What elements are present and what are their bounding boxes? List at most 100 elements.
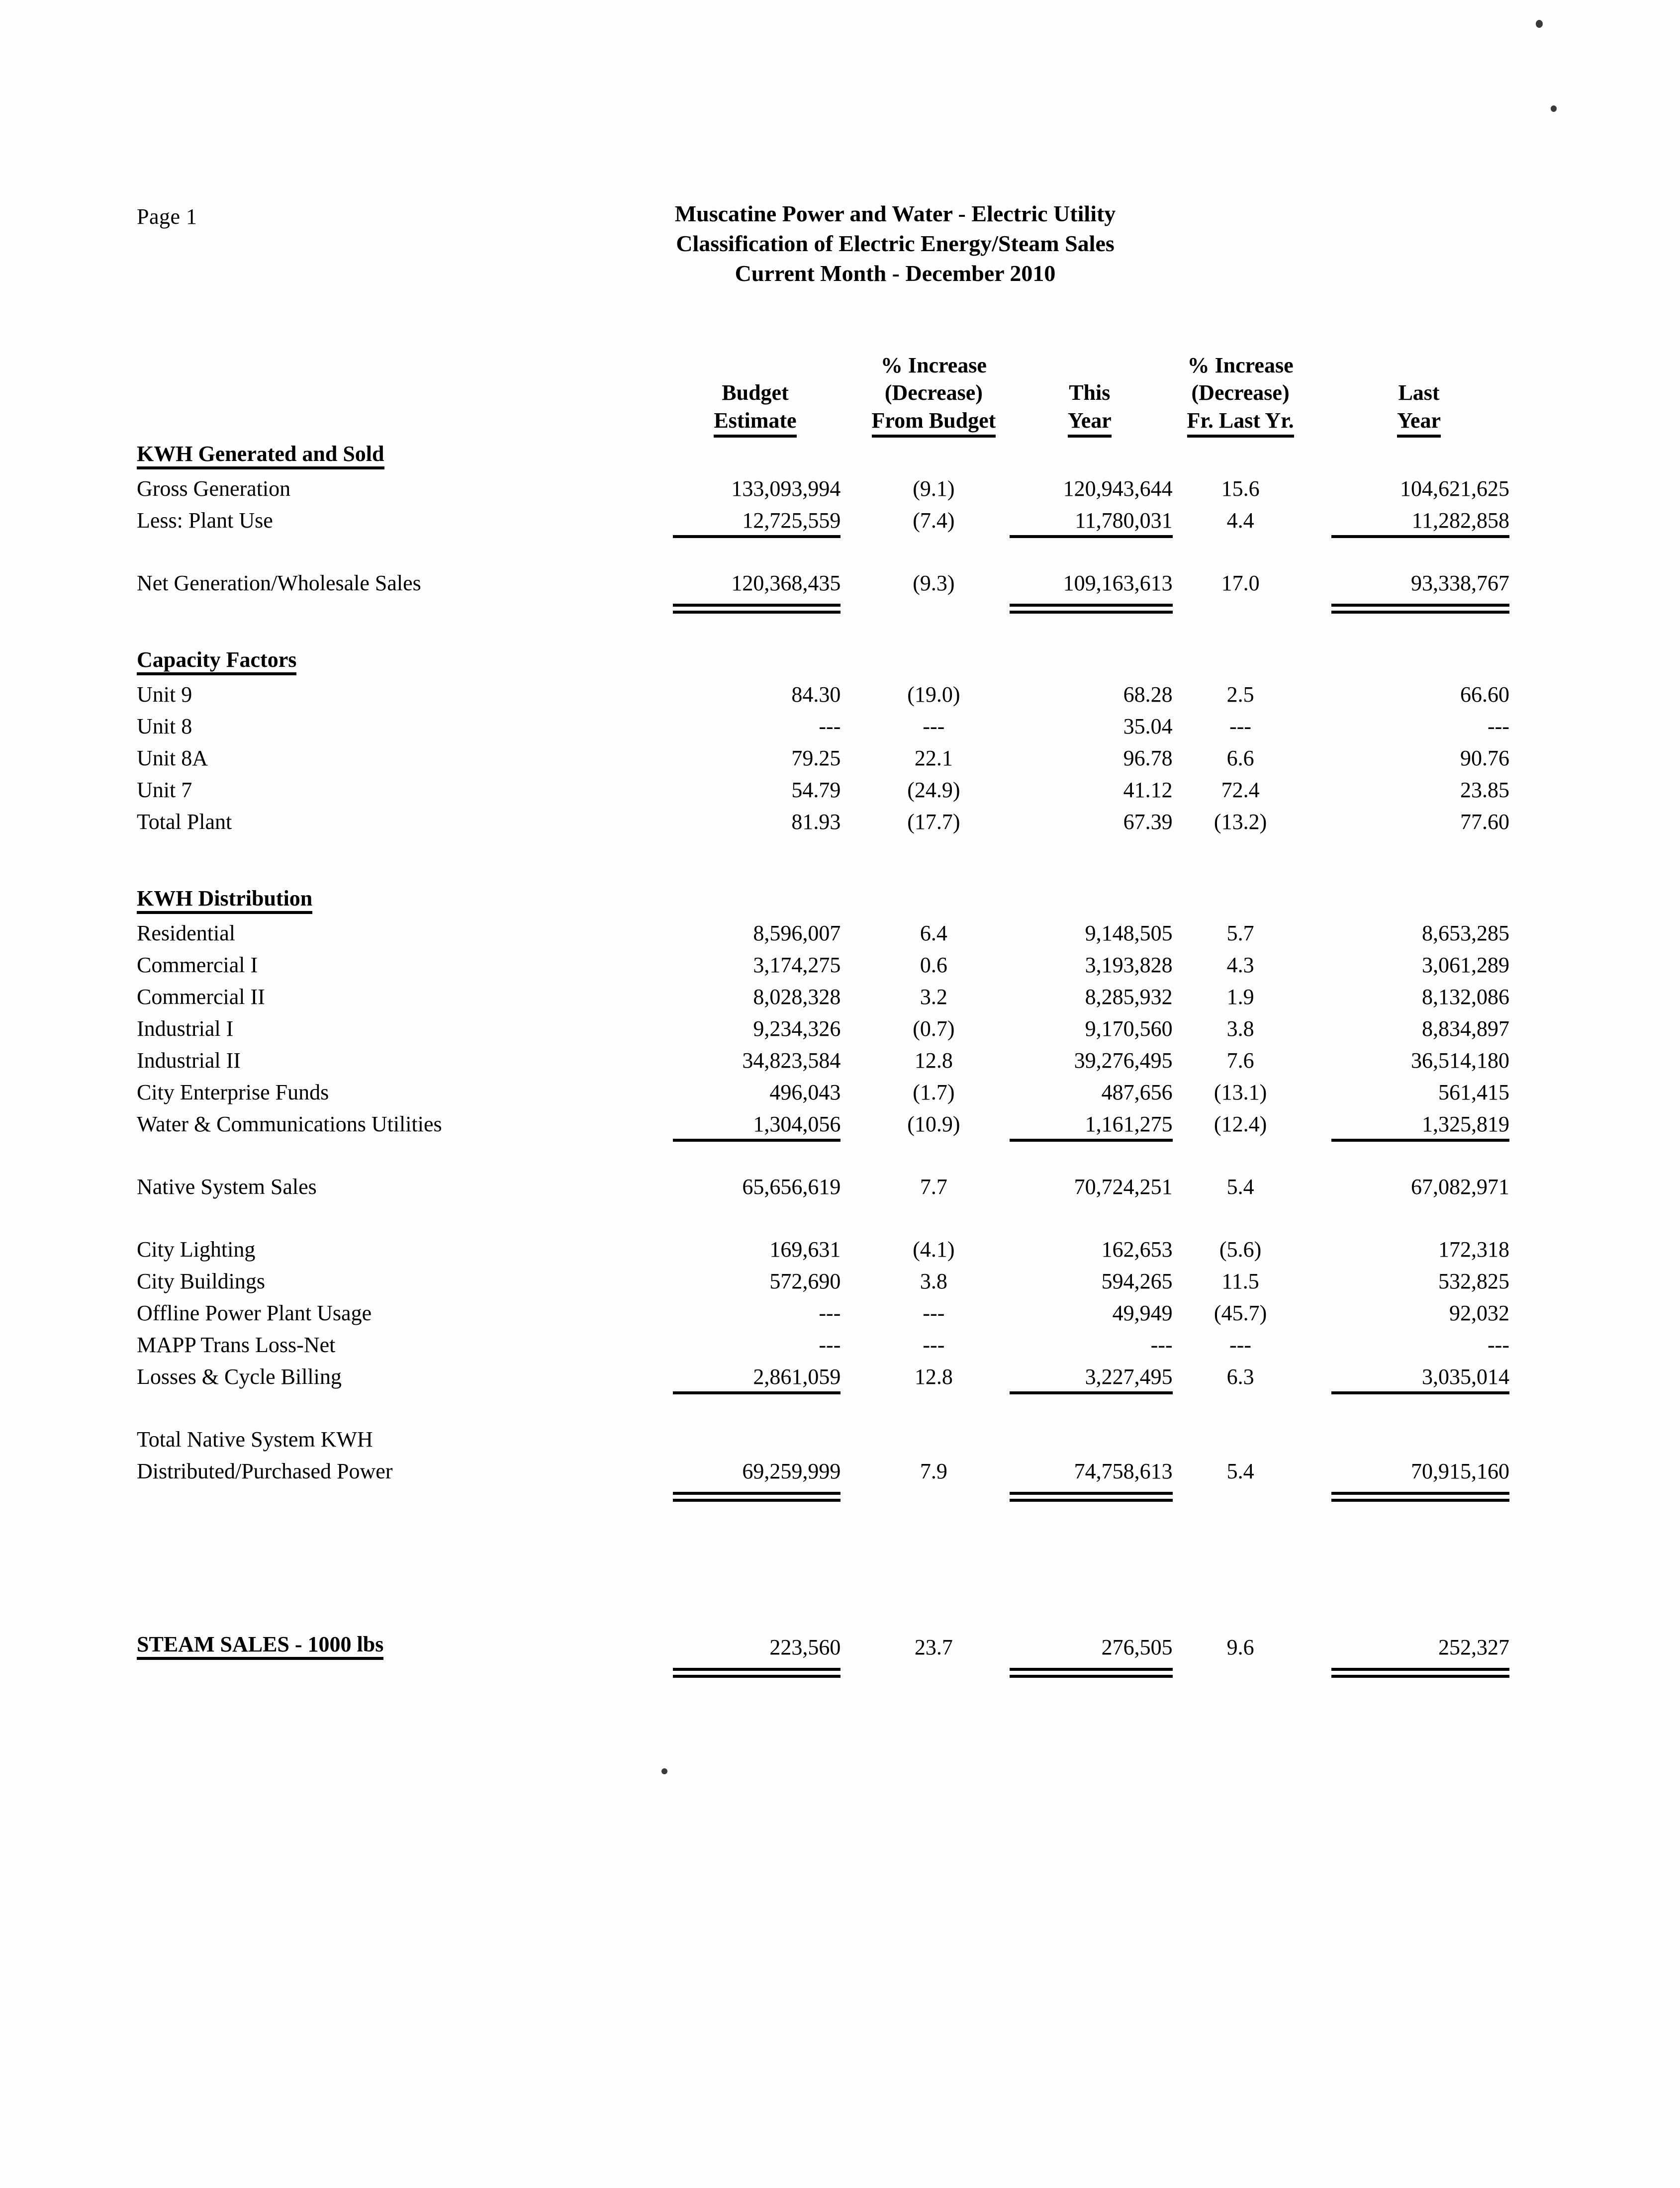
cell-last-year: 66.60: [1460, 682, 1509, 707]
row-label: Water & Communications Utilities: [137, 1112, 442, 1136]
cell-pct-last: (13.1): [1213, 1080, 1267, 1104]
row-label: Unit 8: [137, 714, 192, 738]
cell-pct-last: 17.0: [1221, 571, 1260, 595]
cell-pct-budget: (10.9): [907, 1112, 960, 1136]
header-pct-last-line2: (Decrease): [1191, 380, 1290, 405]
cell-last-year: 3,061,289: [1422, 953, 1509, 977]
cell-this-year: 49,949: [1112, 1301, 1173, 1325]
cell-pct-budget: ---: [923, 1333, 945, 1357]
row-label: Commercial II: [137, 985, 265, 1009]
header-pct-budget-line3: From Budget: [871, 407, 996, 438]
header-gap-2: [1308, 348, 1328, 438]
cell-budget: ---: [819, 1333, 841, 1357]
cell-last-year: 532,825: [1438, 1269, 1509, 1293]
row-label: Industrial I: [137, 1016, 234, 1041]
table-row: Offline Power Plant Usage --- --- 49,949…: [137, 1294, 1509, 1326]
cell-pct-last: 7.6: [1226, 1048, 1254, 1073]
section-heading-distribution: KWH Distribution: [137, 887, 313, 914]
cell-budget: 2,861,059: [670, 1358, 840, 1394]
header-spacer: [137, 348, 670, 438]
table-row: Unit 9 84.30 (19.0) 68.28 2.5 66.60: [137, 675, 1509, 707]
cell-budget: 169,631: [769, 1237, 841, 1262]
cell-this-year: 68.28: [1123, 682, 1173, 707]
cell-last-year: 3,035,014: [1328, 1358, 1509, 1394]
cell-pct-last: (45.7): [1213, 1301, 1267, 1325]
title-line-2: Classification of Electric Energy/Steam …: [676, 230, 1115, 256]
cell-this-year: 67.39: [1123, 810, 1173, 834]
row-label: Residential: [137, 921, 235, 945]
row-label: Industrial II: [137, 1048, 241, 1073]
table-row: MAPP Trans Loss-Net --- --- --- --- ---: [137, 1326, 1509, 1358]
cell-budget: 84.30: [791, 682, 841, 707]
steam-sales-heading: STEAM SALES - 1000 lbs: [137, 1633, 384, 1660]
cell-this-year: 96.78: [1123, 746, 1173, 770]
table-row: Less: Plant Use 12,725,559 (7.4) 11,780,…: [137, 501, 1509, 538]
cell-pct-budget: 7.7: [920, 1175, 947, 1199]
cell-pct-last: 9.6: [1226, 1635, 1254, 1659]
cell-budget: 8,028,328: [753, 985, 841, 1009]
cell-pct-budget: (19.0): [907, 682, 960, 707]
row-label: Total Plant: [137, 810, 232, 834]
row-label: Native System Sales: [137, 1175, 317, 1199]
row-label: Less: Plant Use: [137, 508, 273, 533]
cell-pct-last: (13.2): [1213, 810, 1267, 834]
cell-pct-last: 5.7: [1226, 921, 1254, 945]
table-row: Commercial I 3,174,275 0.6 3,193,828 4.3…: [137, 946, 1509, 978]
cell-budget: 9,234,326: [753, 1016, 841, 1041]
row-label: Offline Power Plant Usage: [137, 1301, 372, 1325]
section-heading-distribution-cell: KWH Distribution: [137, 882, 1509, 914]
header-this-year: This Year: [1007, 348, 1173, 438]
cell-last-year: 77.60: [1460, 810, 1509, 834]
cell-pct-last: ---: [1229, 714, 1252, 738]
table-row: City Enterprise Funds 496,043 (1.7) 487,…: [137, 1073, 1509, 1105]
page-label: Page 1: [137, 204, 197, 229]
cell-pct-last: 4.3: [1226, 953, 1254, 977]
cell-last-year: 36,514,180: [1411, 1048, 1509, 1073]
cell-budget: 223,560: [670, 1628, 840, 1671]
table-row: Unit 8 --- --- 35.04 --- ---: [137, 707, 1509, 739]
cell-budget: 81.93: [791, 810, 841, 834]
header-budget-line2: Estimate: [714, 407, 797, 438]
cell-pct-budget: (9.3): [913, 571, 955, 595]
table-row-total: Distributed/Purchased Power 69,259,999 7…: [137, 1452, 1509, 1495]
cell-pct-budget: 12.8: [914, 1365, 953, 1389]
table-row: Water & Communications Utilities 1,304,0…: [137, 1105, 1509, 1142]
cell-this-year: 3,193,828: [1085, 953, 1173, 977]
header-last-year: Last Year: [1328, 348, 1509, 438]
table-row: Industrial II 34,823,584 12.8 39,276,495…: [137, 1041, 1509, 1073]
header-this-year-line1: This: [1069, 380, 1111, 405]
cell-this-year: 276,505: [1007, 1628, 1173, 1671]
section-heading-generated-cell: KWH Generated and Sold: [137, 438, 1509, 469]
cell-pct-last: 6.6: [1226, 746, 1254, 770]
cell-budget: 34,823,584: [742, 1048, 841, 1073]
table-row: City Buildings 572,690 3.8 594,265 11.5 …: [137, 1262, 1509, 1294]
cell-pct-last: 4.4: [1226, 508, 1254, 533]
cell-pct-last: 6.3: [1226, 1365, 1254, 1389]
table-row-subtotal: Native System Sales 65,656,619 7.7 70,72…: [137, 1168, 1509, 1199]
cell-last-year: ---: [1488, 1333, 1509, 1357]
table-row: Residential 8,596,007 6.4 9,148,505 5.7 …: [137, 914, 1509, 946]
table-row: Gross Generation 133,093,994 (9.1) 120,9…: [137, 469, 1509, 501]
row-label-total-line2: Distributed/Purchased Power: [137, 1459, 393, 1483]
cell-last-year: 67,082,971: [1411, 1175, 1509, 1199]
cell-last-year: 93,338,767: [1328, 564, 1509, 607]
table-row-total-label: Total Native System KWH: [137, 1420, 1509, 1452]
cell-budget: 69,259,999: [670, 1452, 840, 1495]
cell-budget: 12,725,559: [670, 501, 840, 538]
cell-last-year: 92,032: [1449, 1301, 1509, 1325]
cell-pct-budget: (17.7): [907, 810, 960, 834]
cell-budget: 572,690: [769, 1269, 841, 1293]
cell-pct-budget: (9.1): [913, 476, 955, 501]
classification-table: Budget Estimate % Increase (Decrease) Fr…: [137, 348, 1509, 1671]
row-label: Gross Generation: [137, 476, 291, 501]
cell-pct-last: 3.8: [1226, 1016, 1254, 1041]
section-heading-capacity-cell: Capacity Factors: [137, 643, 1509, 675]
header-this-year-line2: Year: [1067, 407, 1112, 438]
row-label: Commercial I: [137, 953, 258, 977]
cell-budget: 3,174,275: [753, 953, 841, 977]
cell-this-year: 9,148,505: [1085, 921, 1173, 945]
table-row-total: Net Generation/Wholesale Sales 120,368,4…: [137, 564, 1509, 607]
cell-last-year: ---: [1488, 714, 1509, 738]
cell-budget: 8,596,007: [753, 921, 841, 945]
header-budget-estimate: Budget Estimate: [670, 348, 841, 438]
